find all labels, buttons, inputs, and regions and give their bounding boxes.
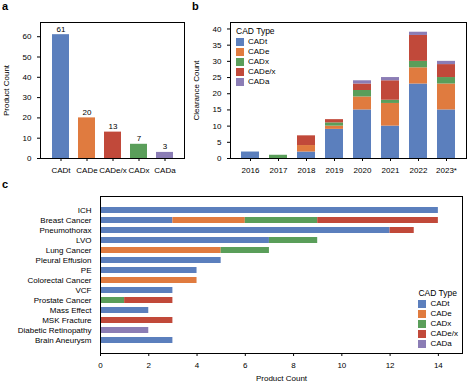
svg-text:CADx: CADx	[129, 166, 150, 175]
html-text:c: c	[2, 178, 9, 190]
svg-text:2016: 2016	[242, 166, 260, 175]
svg-text:0: 0	[217, 154, 222, 163]
svg-text:Lung Cancer: Lung Cancer	[46, 246, 92, 255]
svg-text:Pleural Effusion: Pleural Effusion	[36, 256, 92, 265]
svg-text:ICH: ICH	[78, 206, 92, 215]
svg-text:0: 0	[27, 154, 32, 163]
svg-text:13: 13	[109, 122, 118, 131]
svg-text:15: 15	[213, 105, 222, 114]
svg-text:2017: 2017	[270, 166, 288, 175]
svg-text:Brain Aneurysm: Brain Aneurysm	[35, 336, 92, 345]
svg-text:CADt: CADt	[51, 166, 71, 175]
svg-text:LVO: LVO	[76, 236, 91, 245]
svg-text:Mass Effect: Mass Effect	[50, 306, 92, 315]
svg-text:14: 14	[434, 361, 443, 370]
svg-text:2020: 2020	[354, 166, 372, 175]
html-text:b: b	[192, 0, 199, 12]
html-text:CADx: CADx	[430, 319, 452, 328]
svg-text:CADa: CADa	[154, 166, 176, 175]
html-text:CADe: CADe	[248, 47, 270, 56]
svg-text:12: 12	[386, 361, 395, 370]
svg-text:30: 30	[213, 57, 222, 66]
html-text:CAD Type: CAD Type	[418, 288, 457, 298]
svg-text:CADe: CADe	[76, 166, 98, 175]
html-text:CADe/x: CADe/x	[430, 329, 458, 338]
svg-text:2019: 2019	[326, 166, 344, 175]
svg-text:Prostate Cancer: Prostate Cancer	[34, 296, 92, 305]
svg-text:Product Count: Product Count	[256, 374, 308, 383]
svg-text:2021: 2021	[382, 166, 400, 175]
svg-text:60: 60	[23, 32, 32, 41]
svg-text:6: 6	[243, 361, 248, 370]
svg-text:2: 2	[147, 361, 152, 370]
html-text:CADx: CADx	[248, 57, 269, 66]
svg-text:5: 5	[217, 138, 222, 147]
svg-text:8: 8	[291, 361, 296, 370]
svg-text:10: 10	[213, 122, 222, 131]
svg-text:61: 61	[57, 25, 66, 34]
svg-text:35: 35	[213, 41, 222, 50]
svg-text:Clearance Count: Clearance Count	[192, 60, 201, 121]
svg-text:2023*: 2023*	[436, 166, 457, 175]
svg-text:10: 10	[337, 361, 346, 370]
svg-text:Colorectal Cancer: Colorectal Cancer	[27, 276, 91, 285]
svg-text:7: 7	[137, 134, 142, 143]
svg-text:25: 25	[213, 73, 222, 82]
svg-text:3: 3	[163, 142, 168, 151]
svg-text:VCF: VCF	[76, 286, 92, 295]
html-text:a: a	[2, 0, 9, 12]
svg-text:4: 4	[195, 361, 200, 370]
svg-text:2022: 2022	[410, 166, 428, 175]
svg-text:Pneumothorax: Pneumothorax	[39, 226, 91, 235]
html-text:CADa: CADa	[430, 339, 452, 348]
svg-text:40: 40	[213, 25, 222, 34]
svg-text:Product Count: Product Count	[2, 64, 11, 116]
svg-text:10: 10	[23, 134, 32, 143]
svg-text:40: 40	[23, 73, 32, 82]
svg-text:2018: 2018	[298, 166, 316, 175]
svg-text:CADe/x: CADe/x	[99, 166, 127, 175]
svg-text:20: 20	[83, 108, 92, 117]
svg-text:0: 0	[98, 361, 103, 370]
html-text:CADt: CADt	[430, 299, 450, 308]
svg-text:Diabetic Retinopathy: Diabetic Retinopathy	[18, 326, 92, 335]
svg-text:50: 50	[23, 53, 32, 62]
svg-text:20: 20	[213, 89, 222, 98]
svg-text:30: 30	[23, 93, 32, 102]
svg-text:20: 20	[23, 113, 32, 122]
html-text:CADt: CADt	[248, 37, 268, 46]
html-text:CADe: CADe	[430, 309, 452, 318]
svg-text:MSK Fracture: MSK Fracture	[42, 316, 92, 325]
html-text:CADe/x: CADe/x	[248, 67, 276, 76]
svg-text:PE: PE	[81, 266, 92, 275]
svg-text:Breast Cancer: Breast Cancer	[40, 216, 91, 225]
html-text:CAD Type: CAD Type	[236, 26, 275, 36]
html-text:CADa: CADa	[248, 77, 270, 86]
